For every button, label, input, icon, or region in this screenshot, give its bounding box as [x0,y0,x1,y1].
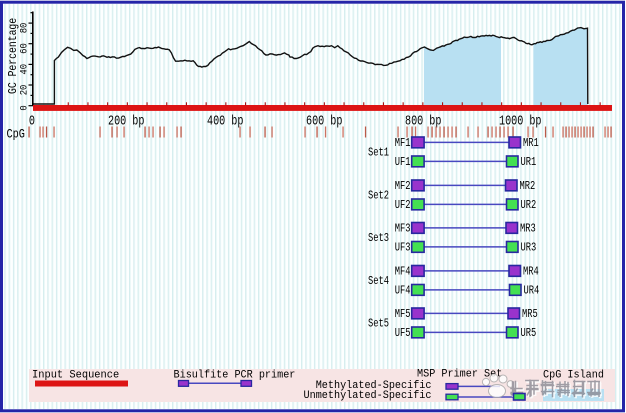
svg-text:MR3: MR3 [520,222,536,236]
svg-text:UR3: UR3 [521,241,537,255]
svg-text:Set4: Set4 [368,275,389,289]
svg-text:Input Sequence: Input Sequence [32,369,119,381]
svg-text:UR2: UR2 [521,199,537,213]
svg-text:UF2: UF2 [395,199,411,213]
svg-text:200 bp: 200 bp [108,113,144,129]
svg-text:MF3: MF3 [395,222,411,236]
svg-text:800 bp: 800 bp [405,113,441,129]
svg-text:Unmethylated-Specific: Unmethylated-Specific [304,389,432,402]
svg-text:0: 0 [29,113,35,129]
svg-text:20: 20 [18,84,30,95]
svg-text:UR5: UR5 [521,327,537,341]
svg-text:MF5: MF5 [395,308,411,322]
svg-text:40: 40 [18,64,30,75]
svg-text:Bisulfite PCR primer: Bisulfite PCR primer [174,369,296,382]
svg-text:1000 bp: 1000 bp [499,113,542,129]
svg-text:MF1: MF1 [395,137,411,151]
svg-text:UF3: UF3 [395,241,411,255]
svg-text:CpG: CpG [7,128,26,142]
svg-text:0: 0 [18,105,30,110]
svg-text:GC Percentage: GC Percentage [7,18,20,94]
svg-text:UF5: UF5 [395,327,411,341]
svg-text:UF4: UF4 [395,284,411,298]
svg-text:MR2: MR2 [520,180,536,194]
svg-text:Set5: Set5 [368,317,389,331]
svg-text:Set1: Set1 [368,146,389,160]
svg-text:MF2: MF2 [395,180,411,194]
svg-text:Methylated-Specific: Methylated-Specific [316,379,432,392]
svg-text:UR4: UR4 [524,284,540,298]
svg-text:60: 60 [18,43,30,54]
svg-text:UF1: UF1 [395,156,411,170]
svg-text:600 bp: 600 bp [306,113,342,129]
svg-text:MR5: MR5 [522,308,538,322]
svg-text:80: 80 [18,22,30,33]
svg-text:Set3: Set3 [368,232,389,246]
svg-text:Set2: Set2 [368,189,389,203]
svg-text:CpG Island: CpG Island [543,369,604,382]
svg-text:400 bp: 400 bp [207,113,243,129]
svg-text:MR4: MR4 [523,265,539,279]
svg-text:MR1: MR1 [523,137,539,151]
svg-text:MSP Primer Set: MSP Primer Set [417,368,502,381]
svg-text:UR1: UR1 [521,156,537,170]
svg-text:MF4: MF4 [395,265,411,279]
